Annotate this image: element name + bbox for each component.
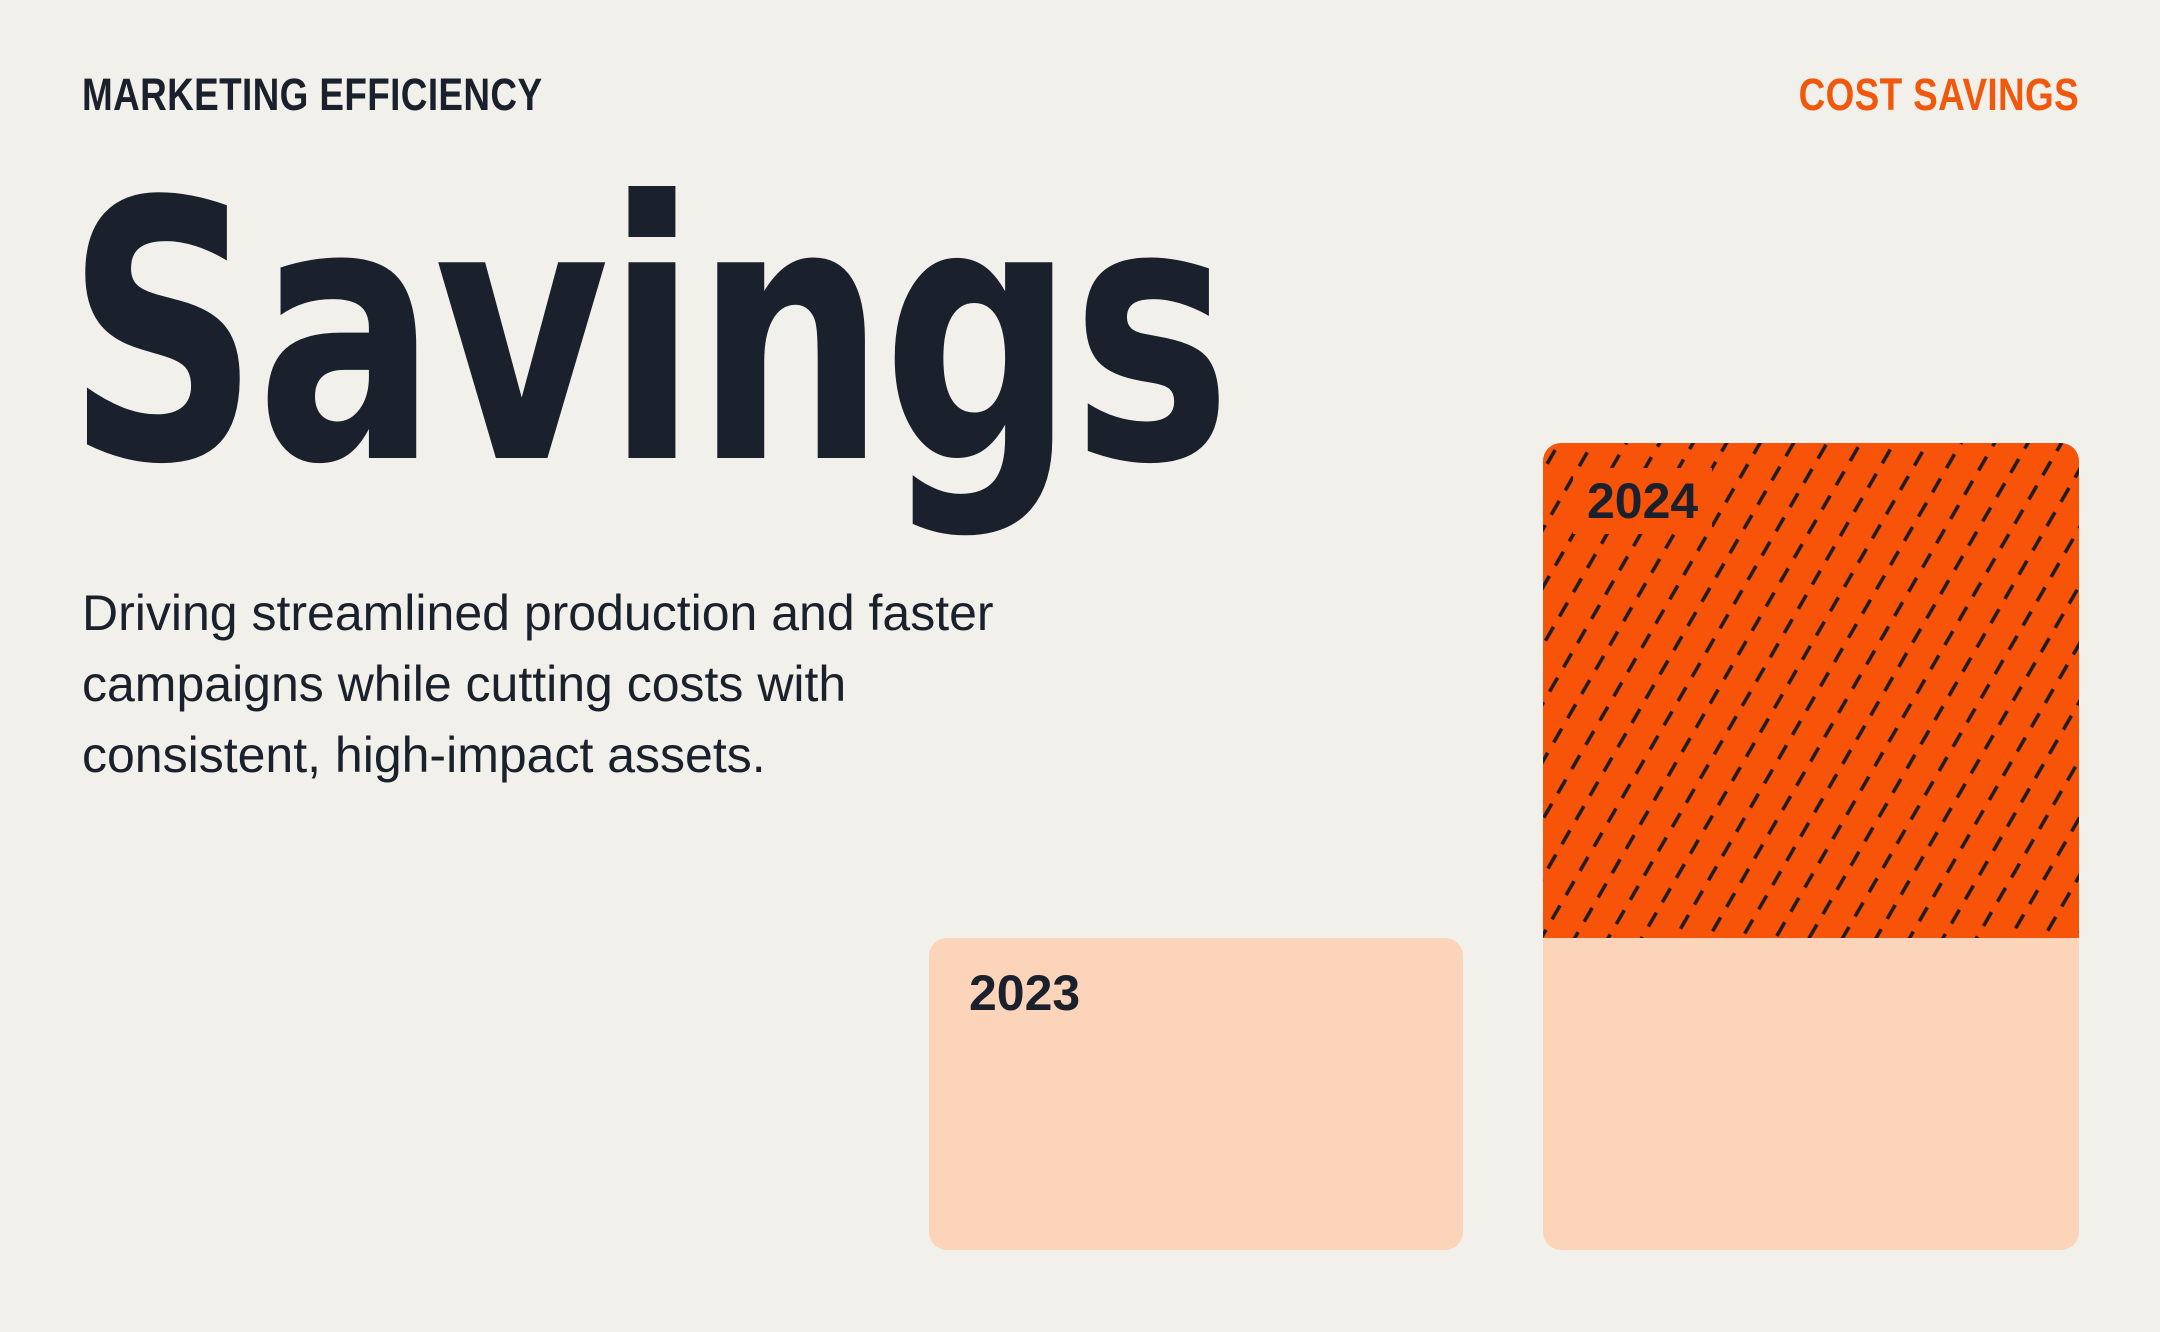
bar-2024-hatched-segment: 2024 (1543, 443, 2079, 938)
bar-2024-base-segment (1543, 938, 2079, 1250)
description-line-2: campaigns while cutting costs with (82, 656, 847, 712)
description-line-1: Driving streamlined production and faste… (82, 585, 994, 641)
description-line-3: consistent, high-impact assets. (82, 727, 766, 783)
bar-2024-label: 2024 (1573, 468, 1713, 534)
eyebrow-marketing-efficiency: MARKETING EFFICIENCY (82, 69, 543, 120)
description: Driving streamlined production and faste… (82, 578, 994, 791)
bar-2023: 2023 (929, 938, 1463, 1250)
bar-2024: 2024 (1543, 443, 2079, 1250)
eyebrow-cost-savings: COST SAVINGS (1798, 69, 2079, 120)
bar-2023-label: 2023 (969, 965, 1081, 1021)
page-title: Savings (66, 127, 1231, 543)
